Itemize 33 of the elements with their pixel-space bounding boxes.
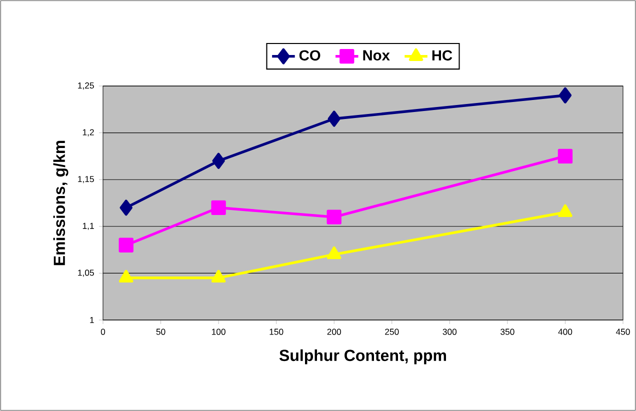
point [327,246,342,260]
y-tick-label: 1,2 [82,129,94,136]
x-tick-label: 400 [558,328,572,335]
point [119,270,134,283]
point [212,152,225,169]
x-tick-label: 100 [212,328,226,335]
y-axis-title: Emissions, g/km [53,140,68,266]
point [211,270,226,283]
x-tick-label: 50 [156,328,166,335]
y-tick-label: 1,15 [78,176,94,184]
y-tick-label: 1,25 [78,82,94,90]
legend-label: HC [432,50,452,61]
point [558,87,572,104]
point [328,110,340,127]
point [558,148,573,164]
point [211,200,226,216]
point [118,238,134,252]
x-tick-label: 450 [616,328,630,335]
x-tick-label: 350 [500,328,514,335]
point [326,210,342,224]
y-tick-label: 1 [90,317,94,323]
x-tick-label: 200 [327,328,341,335]
point [558,204,572,218]
x-tick-label: 150 [270,328,284,335]
y-tick-label: 1,05 [78,270,94,277]
legend-label: Nox [363,50,390,60]
x-tick-label: 250 [385,328,399,335]
x-tick-label: 0 [100,328,106,335]
legend-label: CO [299,50,320,61]
y-tick-label: 1,1 [82,222,94,230]
point [120,200,132,216]
x-axis-title: Sulphur Content, ppm [279,349,446,364]
x-tick-label: 300 [442,328,457,335]
